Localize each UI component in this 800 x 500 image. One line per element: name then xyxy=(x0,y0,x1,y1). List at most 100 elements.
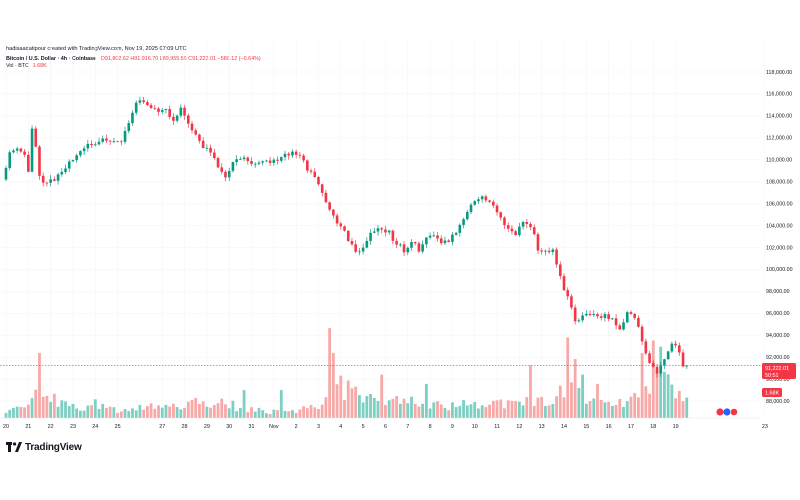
volume-bar xyxy=(469,404,473,418)
candle-body xyxy=(477,199,480,202)
volume-legend[interactable]: Vol · BTC 1.68K xyxy=(6,63,47,69)
candle-body xyxy=(558,264,562,277)
volume-bar xyxy=(372,397,376,418)
volume-bar xyxy=(521,405,525,418)
candle-body xyxy=(56,174,60,181)
volume-bar xyxy=(398,403,402,418)
candle-body xyxy=(358,251,361,253)
time-tick-label: 13 xyxy=(539,424,545,430)
volume-bar xyxy=(685,397,689,418)
volume-bar xyxy=(406,403,410,418)
time-tick-label: 23 xyxy=(762,424,768,430)
volume-bar xyxy=(610,405,614,418)
event-flag-icon[interactable] xyxy=(716,408,724,416)
volume-bar xyxy=(458,405,462,418)
candle-body xyxy=(146,102,149,106)
volume-bar xyxy=(279,390,283,418)
candle-body xyxy=(395,240,398,245)
candle-body xyxy=(343,226,346,231)
time-tick-label: 9 xyxy=(451,424,454,430)
volume-bar xyxy=(224,404,227,418)
event-flags[interactable] xyxy=(716,408,738,416)
volume-bar xyxy=(618,398,622,418)
candle-body xyxy=(413,242,417,244)
time-tick-label: 27 xyxy=(159,424,165,430)
candle-body xyxy=(640,326,644,342)
volume-bar xyxy=(64,401,67,418)
volume-bar xyxy=(421,403,425,418)
time-tick-label: 30 xyxy=(226,424,232,430)
candle-body xyxy=(544,250,547,252)
volume-bar xyxy=(447,410,451,418)
volume-bar xyxy=(514,401,518,418)
volume-bar xyxy=(335,384,339,418)
symbol-label[interactable]: Bitcoin / U.S. Dollar · 4h · Coinbase xyxy=(6,56,97,62)
volume-bar xyxy=(525,397,529,418)
chart-legend[interactable]: Bitcoin / U.S. Dollar · 4h · Coinbase O9… xyxy=(6,56,261,62)
candle-body xyxy=(451,234,454,242)
volume-bar xyxy=(60,400,64,418)
candle-body xyxy=(465,212,469,220)
candle-body xyxy=(439,238,443,244)
volume-value-tag-box xyxy=(762,388,782,397)
candle-body xyxy=(75,155,78,161)
candle-body xyxy=(376,228,380,232)
candle-body xyxy=(71,160,75,162)
volume-bar xyxy=(134,410,138,418)
volume-legend-value: 1.68K xyxy=(32,63,47,69)
volume-bar xyxy=(592,398,596,418)
volume-bar xyxy=(153,408,157,418)
candle-body xyxy=(666,351,670,360)
volume-bar xyxy=(436,401,439,418)
volume-bar xyxy=(491,400,495,418)
candle-body xyxy=(644,341,648,354)
volume-bar xyxy=(443,408,447,418)
candle-body xyxy=(406,247,410,253)
candle-body xyxy=(198,134,201,141)
candle-body xyxy=(447,240,450,242)
candle-body xyxy=(685,365,689,367)
volume-bar xyxy=(164,404,168,418)
event-flag-icon[interactable] xyxy=(723,408,731,416)
price-tick-label: 112,000.00 xyxy=(766,136,792,142)
volume-bar xyxy=(439,404,443,418)
candle-body xyxy=(298,154,302,156)
time-tick-label: 5 xyxy=(362,424,365,430)
time-tick-label: 16 xyxy=(606,424,612,430)
candle-body xyxy=(4,167,8,180)
price-tick-label: 110,000.00 xyxy=(766,158,792,164)
candle-body xyxy=(492,201,495,206)
event-flag-icon[interactable] xyxy=(730,408,738,416)
tradingview-logo[interactable]: TradingView xyxy=(6,441,82,453)
volume-bar xyxy=(86,405,90,418)
volume-bar xyxy=(677,390,681,418)
volume-bar xyxy=(71,403,75,418)
volume-bar xyxy=(577,387,581,418)
price-tick-label: 102,000.00 xyxy=(766,245,793,251)
price-tick-label: 100,000.00 xyxy=(766,267,793,273)
volume-bar xyxy=(532,405,536,418)
time-tick-label: 25 xyxy=(115,424,121,430)
candle-body xyxy=(82,148,86,152)
price-tick-label: 108,000.00 xyxy=(766,179,793,185)
candle-body xyxy=(224,171,227,178)
price-tick-label: 104,000.00 xyxy=(766,223,793,229)
time-tick-label: 11 xyxy=(494,424,500,430)
time-axis[interactable]: 20 21 22 23 24 25 27 28 29 30 31 Nov 2 3 4 5 6 7 8 9 10 11 12 1… xyxy=(3,424,768,430)
candle-body xyxy=(30,128,34,172)
candle-body xyxy=(294,151,298,155)
volume-bar xyxy=(350,388,354,418)
volume-bar xyxy=(250,407,253,418)
candle-body xyxy=(309,170,313,172)
candle-body xyxy=(34,128,38,147)
time-tick-label: 22 xyxy=(48,424,54,430)
candles[interactable] xyxy=(4,96,689,378)
volume-bar xyxy=(242,390,246,418)
volume-bar xyxy=(101,403,105,418)
volume-bar xyxy=(640,352,644,418)
volume-bar xyxy=(484,407,488,418)
price-axis[interactable]: 118,000.00 116,000.00 114,000.00 112,000.00… xyxy=(766,70,793,405)
candle-body xyxy=(607,314,610,319)
volume-bar xyxy=(540,396,544,418)
